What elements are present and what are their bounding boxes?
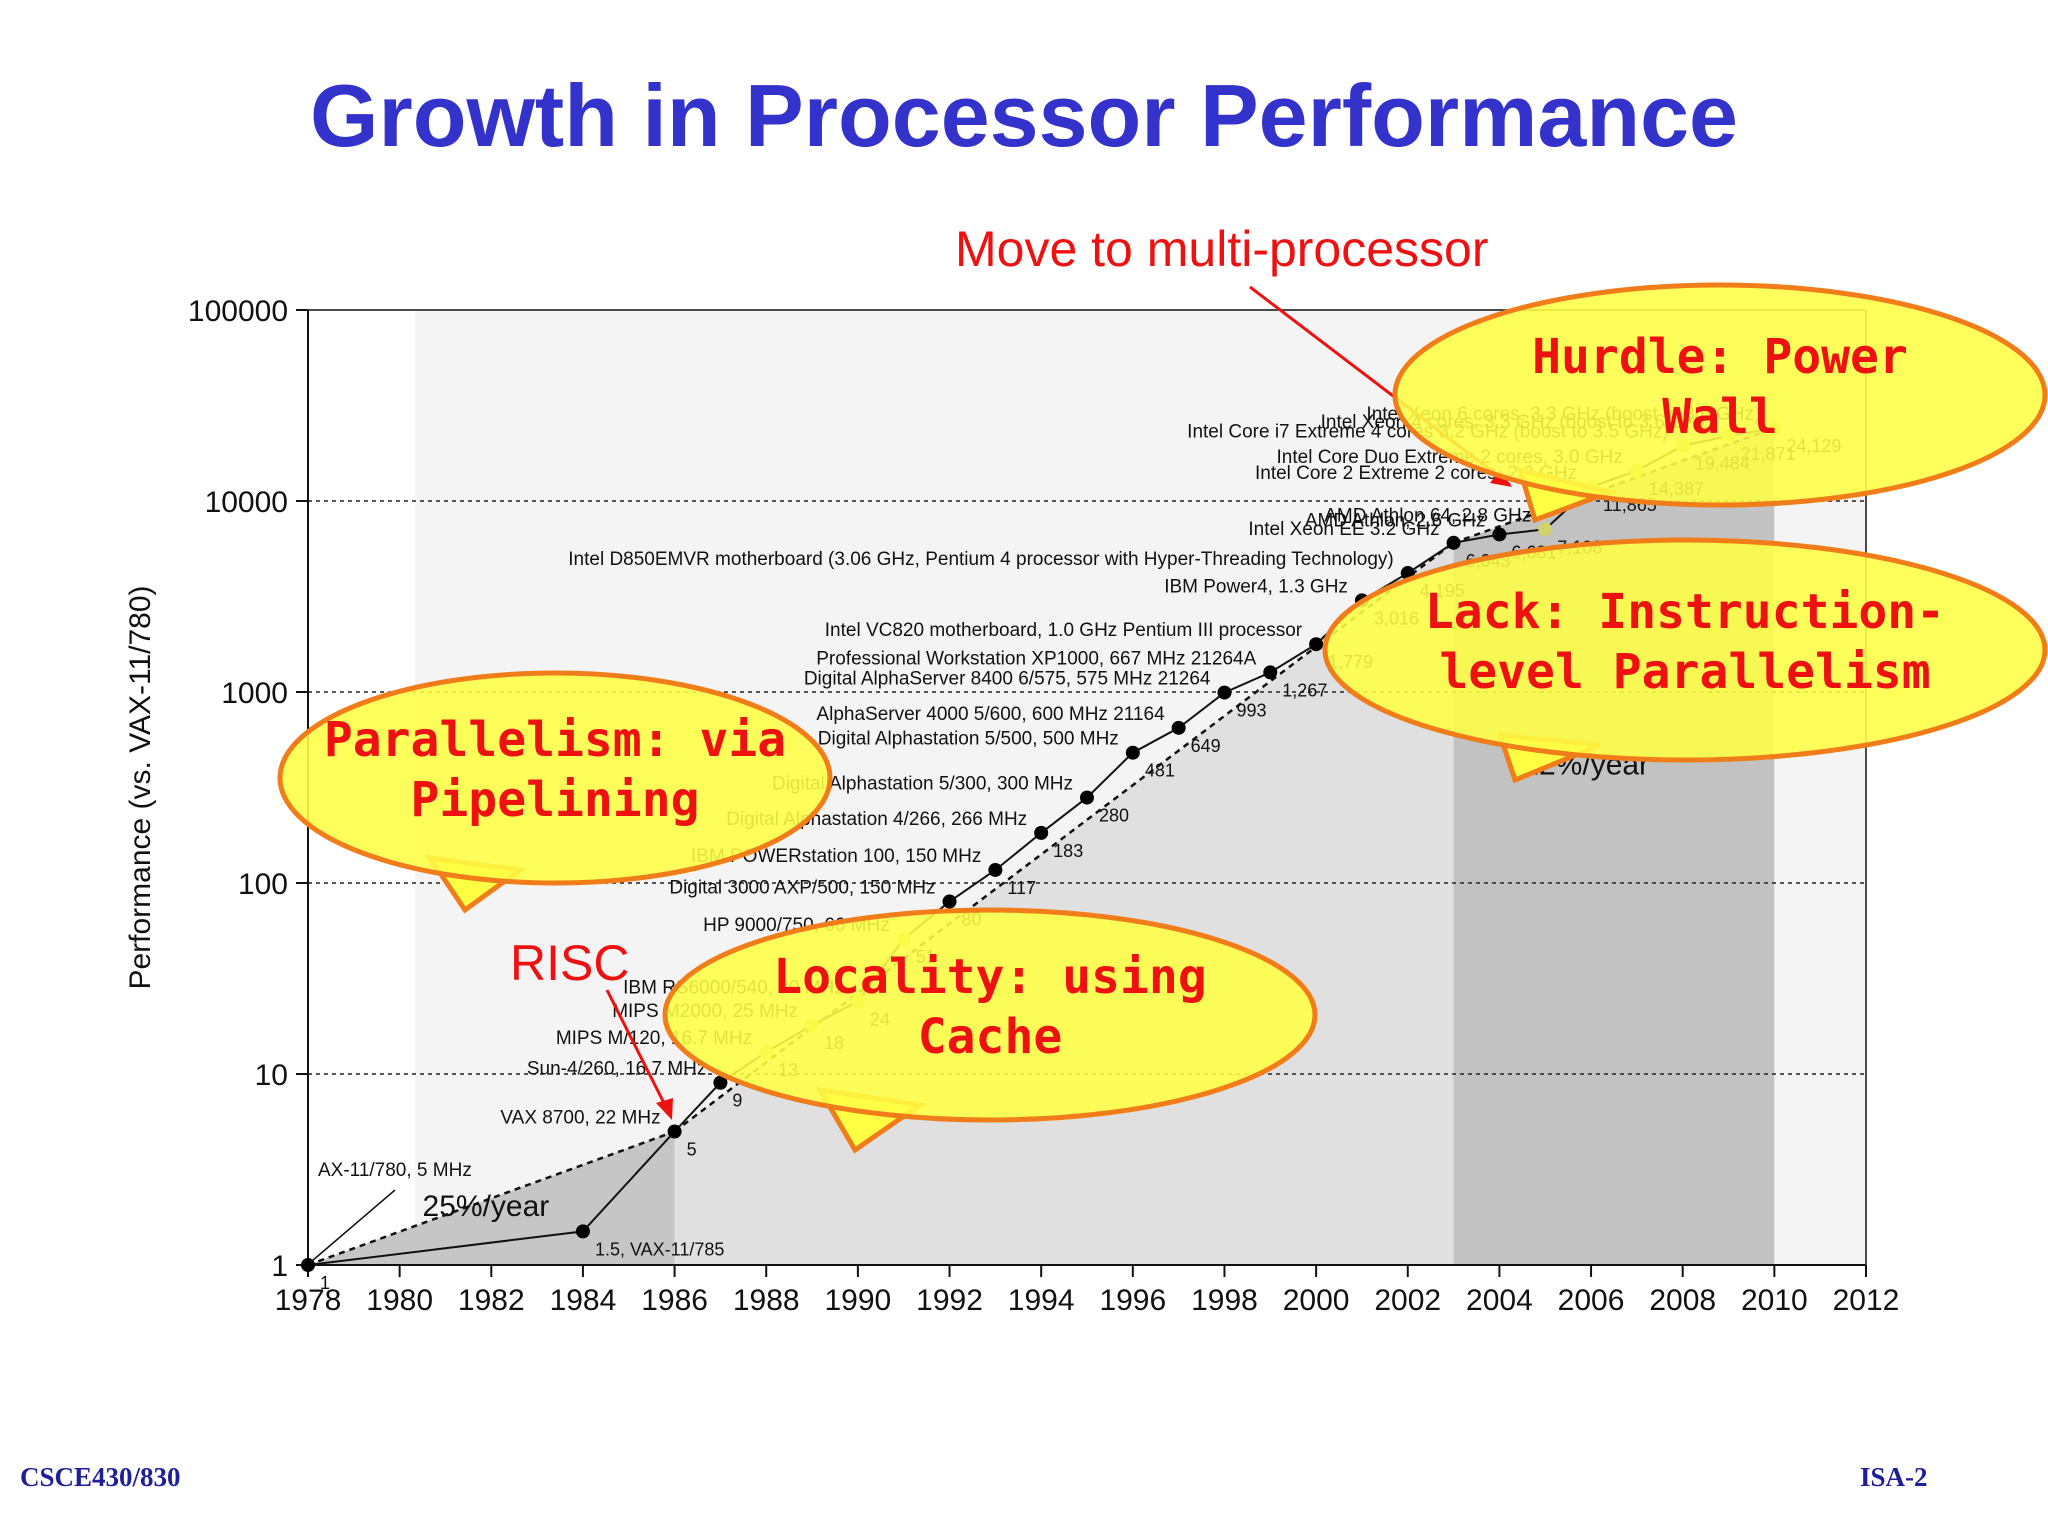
- x-tick-label: 2004: [1466, 1284, 1533, 1317]
- data-point: [1538, 522, 1553, 537]
- callout-ellipse: [662, 907, 1318, 1123]
- callout-text: Wall: [1662, 389, 1778, 445]
- callout-text: level Parallelism: [1439, 644, 1930, 700]
- point-label: Digital Alphastation 5/300, 300 MHz: [772, 774, 1073, 795]
- x-tick-label: 1994: [1008, 1284, 1075, 1317]
- slide-title: Growth in Processor Performance: [310, 66, 1738, 165]
- multi-processor-label: Move to multi-processor: [955, 221, 1489, 277]
- x-tick-label: 1982: [458, 1284, 525, 1317]
- data-point: [1492, 527, 1507, 542]
- x-tick-label: 1984: [550, 1284, 617, 1317]
- point-label: VAX 8700, 22 MHz: [500, 1107, 660, 1128]
- value-label: 993: [1236, 701, 1266, 721]
- data-point: [1080, 790, 1094, 805]
- point-label: Digital 3000 AXP/500, 150 MHz: [669, 878, 935, 899]
- y-tick-label: 1000: [221, 677, 288, 710]
- point-label: AX-11/780, 5 MHz: [318, 1160, 472, 1181]
- data-point: [1034, 825, 1049, 840]
- point-label: Intel D850EMVR motherboard (3.06 GHz, Pe…: [568, 549, 1393, 570]
- point-label: Digital AlphaServer 8400 6/575, 575 MHz …: [804, 669, 1211, 690]
- arrow-head: [656, 1098, 673, 1120]
- trend-line: [673, 541, 1455, 1133]
- footer-course: CSCE430/830: [20, 1462, 181, 1492]
- risc-arrow: [605, 989, 672, 1116]
- callout-ellipse: [1392, 282, 2048, 508]
- data-point: [667, 1124, 682, 1139]
- callout-text: Hurdle: Power: [1532, 329, 1908, 385]
- point-label: Intel Xeon EE 3.2 GHz: [1248, 519, 1439, 540]
- x-tick-label: 2000: [1283, 1284, 1350, 1317]
- data-point: [1446, 535, 1461, 550]
- x-tick-label: 1986: [641, 1284, 708, 1317]
- value-label: 649: [1191, 736, 1221, 756]
- y-tick-label: 1: [271, 1250, 288, 1283]
- callouts: Move to multi-processor RISC Hurdle: Power…: [277, 221, 2048, 1154]
- callout-text: Parallelism: via: [324, 712, 786, 768]
- value-label: 481: [1145, 761, 1175, 781]
- x-tick-label: 1978: [275, 1284, 342, 1317]
- y-tick-label: 10: [255, 1059, 288, 1092]
- x-tick-label: 1990: [825, 1284, 892, 1317]
- value-label: 5: [687, 1139, 697, 1159]
- x-tick-label: 1998: [1191, 1284, 1258, 1317]
- point-label: Digital Alphastation 5/500, 500 MHz: [818, 729, 1119, 750]
- point-label: IBM POWERstation 100, 150 MHz: [691, 846, 981, 867]
- y-tick-label: 100000: [188, 295, 288, 328]
- x-tick-label: 1996: [1099, 1284, 1166, 1317]
- footer-slide-number: ISA-2: [1860, 1462, 1928, 1492]
- value-label: 280: [1099, 806, 1129, 826]
- data-point: [1125, 745, 1140, 760]
- point-label: Intel VC820 motherboard, 1.0 GHz Pentium…: [825, 620, 1303, 641]
- data-point: [942, 894, 957, 909]
- callout-ellipse: [277, 670, 833, 886]
- x-tick-label: 2010: [1741, 1284, 1808, 1317]
- point-label: AMD Athlon, 2.6 GHz: [1305, 510, 1486, 531]
- callout-text: Locality: using: [773, 949, 1206, 1005]
- y-tick-label: 10000: [205, 486, 288, 519]
- y-tick-label: 100: [238, 868, 288, 901]
- point-label: IBM Power4, 1.3 GHz: [1164, 576, 1348, 597]
- callout-text: Pipelining: [411, 772, 700, 828]
- value-label: 1.5, VAX-11/785: [595, 1239, 724, 1259]
- value-label: 9: [732, 1091, 742, 1111]
- data-point: [1171, 720, 1186, 735]
- point-label: AMD Athlon 64, 2.8 GHz: [1324, 505, 1531, 526]
- growth-rate-label: 25%/year: [423, 1190, 550, 1223]
- value-label: 1: [320, 1273, 330, 1293]
- value-label: 183: [1053, 841, 1083, 861]
- point-label: Professional Workstation XP1000, 667 MHz…: [816, 648, 1256, 669]
- chart-axes: 1978 1980 1982 1984 1986 1988 1990 1992 1994 1996…: [124, 295, 1899, 1317]
- point-label: AlphaServer 4000 5/600, 600 MHz 21164: [816, 704, 1165, 725]
- leader-line: [311, 1189, 396, 1262]
- x-tick-label: 2006: [1558, 1284, 1625, 1317]
- value-label: 117: [1007, 878, 1036, 898]
- data-point: [301, 1258, 315, 1272]
- y-axis-title: Performance (vs. VAX-11/780): [124, 585, 157, 989]
- point-label: Sun-4/260, 16.7 MHz: [527, 1059, 707, 1080]
- data-point: [1309, 637, 1324, 652]
- callout-text: Lack: Instruction-: [1425, 584, 1945, 640]
- data-point: [1263, 665, 1278, 680]
- x-tick-label: 2008: [1649, 1284, 1716, 1317]
- data-point: [1217, 685, 1232, 700]
- callout-text: Cache: [918, 1009, 1063, 1065]
- x-tick-label: 2012: [1833, 1284, 1900, 1317]
- callout-ellipse: [1322, 537, 2048, 763]
- x-tick-label: 1980: [366, 1284, 433, 1317]
- callout-bubble: Lack: Instruction-level Parallelism: [1322, 537, 2048, 784]
- x-tick-label: 2002: [1374, 1284, 1441, 1317]
- x-tick-label: 1992: [916, 1284, 983, 1317]
- data-point: [713, 1075, 728, 1090]
- risc-label: RISC: [510, 935, 629, 991]
- data-point: [575, 1224, 590, 1239]
- data-point: [988, 862, 1003, 877]
- x-tick-label: 1988: [733, 1284, 800, 1317]
- value-label: 1,267: [1282, 680, 1327, 700]
